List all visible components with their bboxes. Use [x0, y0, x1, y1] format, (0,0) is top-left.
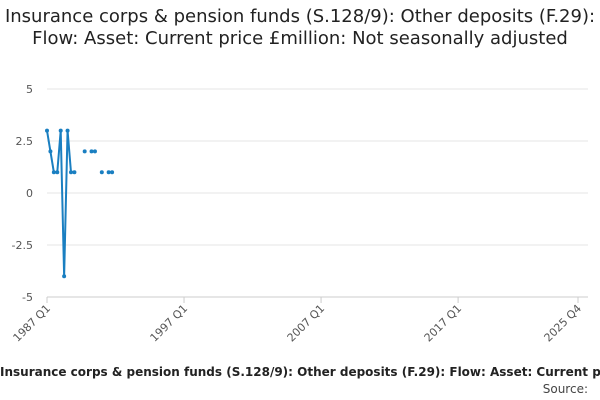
data-point [51, 170, 56, 175]
data-point [110, 170, 115, 175]
data-point [62, 274, 67, 279]
data-point [55, 170, 60, 175]
x-tick-label: 2007 Q1 [285, 302, 328, 345]
source-label: Source: [542, 382, 588, 396]
data-point [89, 149, 94, 154]
x-tick-label: 1987 Q1 [11, 302, 54, 345]
x-tick-label: 1997 Q1 [148, 302, 191, 345]
data-point [45, 128, 49, 133]
y-tick-label: -2.5 [12, 239, 33, 252]
data-point [72, 170, 77, 175]
data-point [92, 149, 97, 154]
data-point [106, 170, 111, 175]
y-tick-label: -5 [22, 291, 33, 304]
y-tick-label: 5 [26, 83, 33, 96]
data-point [99, 170, 104, 175]
x-tick-label: 2017 Q1 [422, 302, 465, 345]
data-point [68, 170, 73, 175]
x-tick-label: 2025 Q4 [542, 302, 585, 345]
data-point [65, 128, 70, 133]
series-legend-label: Insurance corps & pension funds (S.128/9… [0, 365, 600, 379]
y-tick-label: 0 [26, 187, 33, 200]
data-point [82, 149, 87, 154]
data-point [58, 128, 63, 133]
y-tick-label: 2.5 [16, 135, 34, 148]
chart-title: Insurance corps & pension funds (S.128/9… [4, 6, 596, 49]
data-point [48, 149, 53, 154]
